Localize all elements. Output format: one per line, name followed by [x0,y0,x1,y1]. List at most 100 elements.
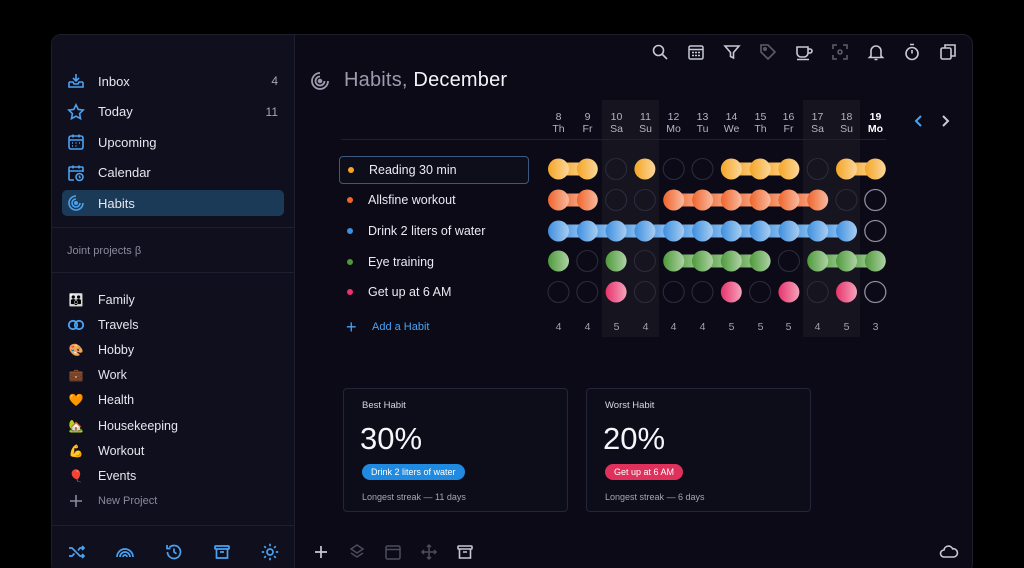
habit-day-done[interactable] [576,189,598,211]
habit-day-empty[interactable] [777,249,800,273]
new-project-button[interactable]: New Project [67,489,287,514]
habit-day-done[interactable] [548,250,569,272]
habit-day-done[interactable] [749,158,771,180]
search-icon[interactable] [651,43,669,61]
rainbow-icon[interactable] [115,542,135,562]
schedule-icon[interactable] [384,543,402,561]
project-family[interactable]: 👪 Family [67,287,287,312]
project-travels[interactable]: Travels [67,312,287,337]
add-icon[interactable] [312,543,330,561]
habit-day-empty[interactable] [749,280,772,304]
habit-day-empty[interactable] [547,280,570,304]
habit-day-done[interactable] [720,281,742,303]
coffee-icon[interactable] [795,43,813,61]
habit-row-reading[interactable]: Reading 30 min [339,156,529,184]
habit-day-empty[interactable] [835,188,858,212]
habit-day-done[interactable] [807,250,829,272]
habit-day-done[interactable] [663,220,685,242]
sidebar-item-calendar[interactable]: Calendar [62,160,284,186]
habit-day-empty[interactable] [806,157,829,181]
sidebar-item-today[interactable]: Today 11 [62,99,284,125]
habit-day-empty[interactable] [864,188,887,212]
project-workout[interactable]: 💪 Workout [67,438,287,463]
habit-row-getup[interactable]: Get up at 6 AM [339,278,529,306]
habit-day-done[interactable] [749,220,771,242]
habit-day-empty[interactable] [633,188,656,212]
habit-row-water[interactable]: Drink 2 liters of water [339,217,529,245]
archive-icon[interactable] [456,543,474,561]
habit-day-done[interactable] [692,250,713,272]
project-health[interactable]: 🧡 Health [67,388,287,413]
habit-day-done[interactable] [692,220,713,242]
habit-day-done[interactable] [663,189,685,211]
copy-window-icon[interactable] [939,43,957,61]
habit-row-workout[interactable]: Allsfine workout [339,186,529,214]
habit-day-empty[interactable] [605,157,628,181]
habit-day-done[interactable] [778,281,800,303]
project-housekeeping[interactable]: 🏡 Housekeeping [67,413,287,438]
calendar-icon[interactable] [687,43,705,61]
habit-day-done[interactable] [605,281,627,303]
habit-day-empty[interactable] [576,280,599,304]
habit-day-done[interactable] [864,158,886,180]
habit-row-eye[interactable]: Eye training [339,248,529,276]
habit-day-done[interactable] [836,220,857,242]
habit-day-done[interactable] [778,189,800,211]
habit-day-done[interactable] [576,220,598,242]
gear-icon[interactable] [260,542,280,562]
habit-day-done[interactable] [692,189,713,211]
habit-day-empty[interactable] [806,280,829,304]
layers-icon[interactable] [348,543,366,561]
habit-day-done[interactable] [634,158,656,180]
project-hobby[interactable]: 🎨 Hobby [67,337,287,362]
trash-icon[interactable] [212,542,232,562]
habit-day-empty[interactable] [633,280,656,304]
habit-day-done[interactable] [605,250,627,272]
habit-day-empty[interactable] [605,188,628,212]
next-week-button[interactable] [940,114,950,133]
habit-day-done[interactable] [749,189,771,211]
sidebar-item-habits[interactable]: Habits [62,190,284,217]
habit-day-empty[interactable] [662,157,685,181]
habit-day-done[interactable] [634,220,656,242]
habit-day-done[interactable] [749,250,771,272]
habit-day-done[interactable] [576,158,598,180]
habit-day-done[interactable] [605,220,627,242]
habit-day-done[interactable] [720,220,742,242]
habit-day-done[interactable] [663,250,685,272]
habit-day-done[interactable] [548,220,569,242]
habit-day-done[interactable] [836,281,857,303]
habit-day-done[interactable] [836,250,857,272]
habit-day-done[interactable] [720,158,742,180]
add-habit-button[interactable]: + Add a Habit [346,318,429,336]
habit-day-empty[interactable] [864,280,887,304]
habit-day-empty[interactable] [662,280,685,304]
project-events[interactable]: 🎈 Events [67,463,287,488]
habit-day-done[interactable] [720,250,742,272]
habit-grid[interactable] [295,35,973,335]
move-icon[interactable] [420,543,438,561]
timer-icon[interactable] [903,43,921,61]
habit-day-done[interactable] [720,189,742,211]
project-work[interactable]: 💼 Work [67,363,287,388]
focus-icon[interactable] [831,43,849,61]
history-icon[interactable] [164,542,184,562]
habit-day-done[interactable] [807,220,829,242]
bell-icon[interactable] [867,43,885,61]
tag-icon[interactable] [759,43,777,61]
filter-icon[interactable] [723,43,741,61]
sidebar-item-upcoming[interactable]: Upcoming [62,129,284,155]
sidebar-item-inbox[interactable]: Inbox 4 [62,68,284,94]
habit-day-done[interactable] [778,220,800,242]
habit-day-done[interactable] [836,158,857,180]
cloud-icon[interactable] [939,543,959,561]
habit-day-done[interactable] [548,189,569,211]
shuffle-icon[interactable] [67,542,87,562]
habit-day-done[interactable] [864,250,886,272]
habit-day-empty[interactable] [691,280,714,304]
habit-day-empty[interactable] [691,157,714,181]
habit-day-done[interactable] [778,158,800,180]
habit-day-done[interactable] [807,189,829,211]
prev-week-button[interactable] [914,114,924,133]
habit-day-empty[interactable] [864,219,887,243]
